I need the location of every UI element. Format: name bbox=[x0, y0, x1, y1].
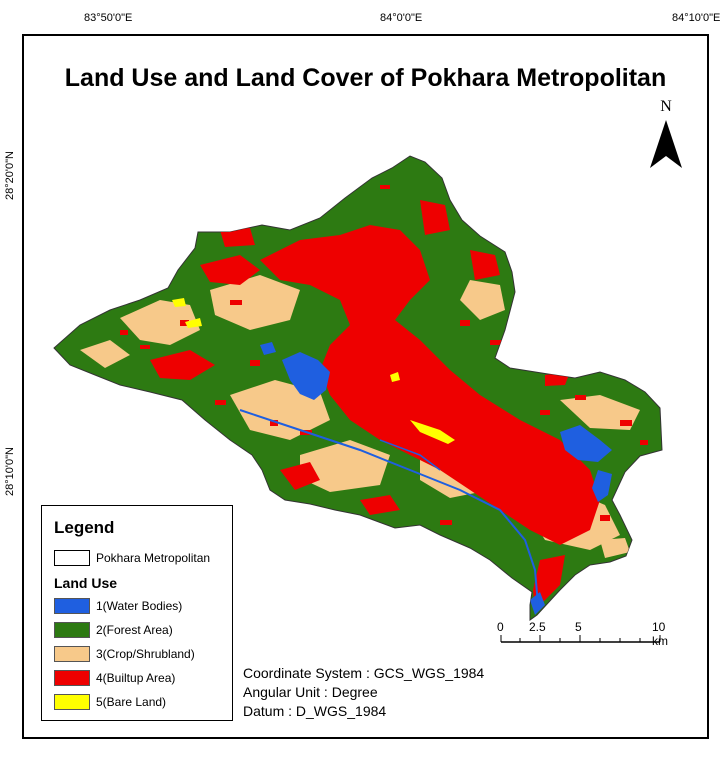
scale-label-2-5: 2.5 bbox=[529, 620, 546, 634]
north-arrow-icon bbox=[650, 120, 682, 168]
north-arrow-label: N bbox=[660, 98, 672, 115]
legend-label-forest: 2(Forest Area) bbox=[96, 623, 173, 637]
longitude-tick-3: 84°10'0"E bbox=[672, 12, 721, 24]
longitude-tick-2: 84°0'0"E bbox=[380, 12, 423, 24]
legend-row-bare: 5(Bare Land) bbox=[54, 694, 166, 710]
scale-label-10: 10 km bbox=[652, 620, 668, 648]
legend-swatch-forest bbox=[54, 622, 90, 638]
datum-text: Datum : D_WGS_1984 bbox=[243, 703, 387, 719]
legend-label-bare: 5(Bare Land) bbox=[96, 695, 167, 709]
legend-label-builtup: 4(Builtup Area) bbox=[96, 671, 176, 685]
legend-row-water: 1(Water Bodies) bbox=[54, 598, 182, 614]
north-arrow: N bbox=[648, 98, 684, 172]
legend-label-crop: 3(Crop/Shrubland) bbox=[96, 647, 195, 661]
angular-unit-text: Angular Unit : Degree bbox=[243, 684, 378, 700]
scale-label-5: 5 bbox=[575, 620, 582, 634]
legend-row-builtup: 4(Builtup Area) bbox=[54, 670, 175, 686]
legend-swatch-water bbox=[54, 598, 90, 614]
legend-swatch-boundary bbox=[54, 550, 90, 566]
coordinate-system-text: Coordinate System : GCS_WGS_1984 bbox=[243, 665, 485, 681]
legend-swatch-bare bbox=[54, 694, 90, 710]
legend-swatch-crop bbox=[54, 646, 90, 662]
legend-row-forest: 2(Forest Area) bbox=[54, 622, 173, 638]
scale-bar: 0 2.5 5 10 km bbox=[496, 620, 668, 650]
scale-label-0: 0 bbox=[497, 620, 504, 634]
scale-bar-graphic bbox=[500, 635, 661, 643]
longitude-tick-1: 83°50'0"E bbox=[84, 12, 133, 24]
map-frame bbox=[22, 34, 709, 739]
legend-section-title: Land Use bbox=[54, 575, 118, 591]
map-metadata: Coordinate System : GCS_WGS_1984 Angular… bbox=[243, 664, 484, 721]
legend-row-boundary: Pokhara Metropolitan bbox=[54, 550, 210, 566]
legend-label-boundary: Pokhara Metropolitan bbox=[96, 551, 211, 565]
map-title: Land Use and Land Cover of Pokhara Metro… bbox=[64, 64, 667, 92]
legend-swatch-builtup bbox=[54, 670, 90, 686]
legend-box: Legend Pokhara Metropolitan Land Use 1(W… bbox=[41, 505, 233, 721]
legend-title: Legend bbox=[54, 518, 115, 537]
legend-label-water: 1(Water Bodies) bbox=[96, 599, 183, 613]
legend-row-crop: 3(Crop/Shrubland) bbox=[54, 646, 195, 662]
